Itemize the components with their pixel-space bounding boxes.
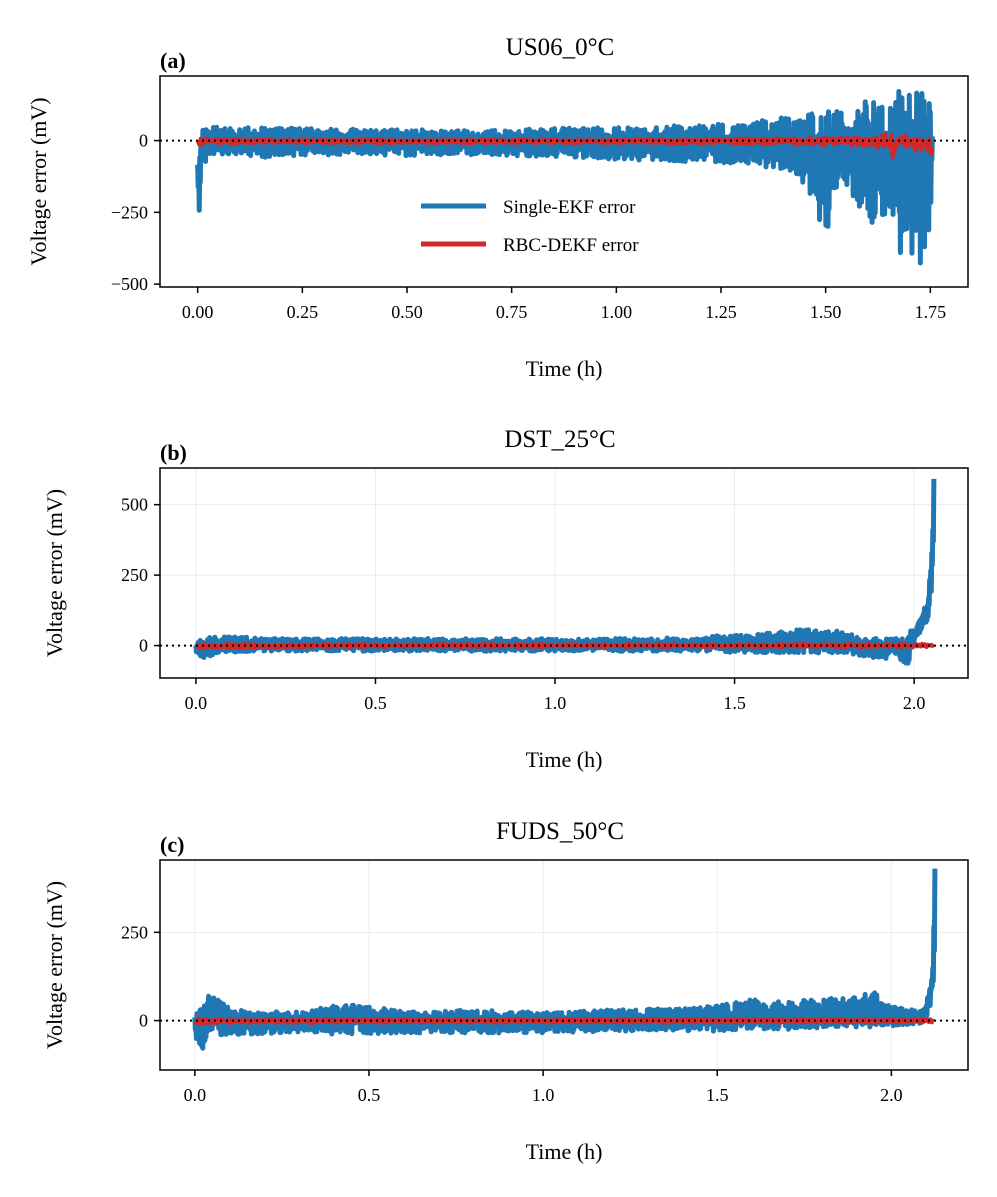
y-tick-label: 250	[121, 922, 148, 942]
x-tick-label: 2.0	[903, 693, 926, 713]
legend-rbc-dekf-label: RBC-DEKF error	[503, 235, 639, 256]
y-tick-label: 0	[139, 131, 148, 151]
x-tick-label: 0.0	[184, 1085, 207, 1105]
y-tick-label: 250	[121, 565, 148, 585]
y-axis-label: Voltage error (mV)	[26, 97, 51, 265]
legend: Single-EKF error RBC-DEKF error	[421, 197, 639, 256]
x-tick-label: 1.00	[601, 302, 633, 322]
panel-a: 0.00 0.25 0.50 0.75 1.00 1.25 1.50 1.75 −500 −250…	[26, 34, 969, 381]
y-axis-label: Voltage error (mV)	[42, 489, 67, 657]
x-tick-label: 2.0	[880, 1085, 903, 1105]
x-tick-label: 1.5	[706, 1085, 729, 1105]
x-tick-label: 1.5	[723, 693, 746, 713]
panel-b: 0.0 0.5 1.0 1.5 2.0 0 250 500 DST_25°C (b) Time (h…	[42, 426, 969, 772]
x-tick-label: 1.25	[705, 302, 737, 322]
x-tick-label: 1.50	[810, 302, 842, 322]
axes-frame	[159, 467, 969, 679]
x-tick-label: 1.0	[544, 693, 567, 713]
x-tick-label: 1.75	[915, 302, 947, 322]
chart-title: DST_25°C	[504, 426, 615, 453]
y-tick-label: 0	[139, 1011, 148, 1031]
x-tick-label: 0.75	[496, 302, 528, 322]
chart-title: FUDS_50°C	[496, 818, 624, 845]
x-tick-label: 0.5	[364, 693, 387, 713]
y-tick-label: 0	[139, 636, 148, 656]
y-axis-label: Voltage error (mV)	[42, 881, 67, 1049]
y-tick-label: −250	[111, 202, 148, 222]
x-tick-label: 0.50	[391, 302, 423, 322]
axes-frame	[159, 859, 969, 1071]
x-tick-label: 0.00	[182, 302, 214, 322]
x-tick-label: 0.5	[358, 1085, 381, 1105]
y-tick-label: −500	[111, 274, 148, 294]
x-tick-label: 0.0	[185, 693, 208, 713]
panel-label: (a)	[160, 48, 186, 73]
x-tick-label: 1.0	[532, 1085, 555, 1105]
x-axis-label: Time (h)	[526, 356, 603, 381]
y-tick-label: 500	[121, 495, 148, 515]
chart-title: US06_0°C	[506, 34, 615, 61]
x-tick-label: 0.25	[287, 302, 319, 322]
panel-label: (c)	[160, 832, 184, 857]
series-single-ekf-line	[193, 478, 937, 666]
panel-label: (b)	[160, 440, 187, 465]
panel-c: 0.0 0.5 1.0 1.5 2.0 0 250 FUDS_50°C (c) Time (h) V…	[42, 818, 969, 1164]
x-axis-label: Time (h)	[526, 747, 603, 772]
x-axis-label: Time (h)	[526, 1139, 603, 1164]
legend-single-ekf-label: Single-EKF error	[503, 197, 636, 218]
series-rbc-dekf-line	[194, 641, 936, 651]
axes-frame	[159, 75, 969, 288]
